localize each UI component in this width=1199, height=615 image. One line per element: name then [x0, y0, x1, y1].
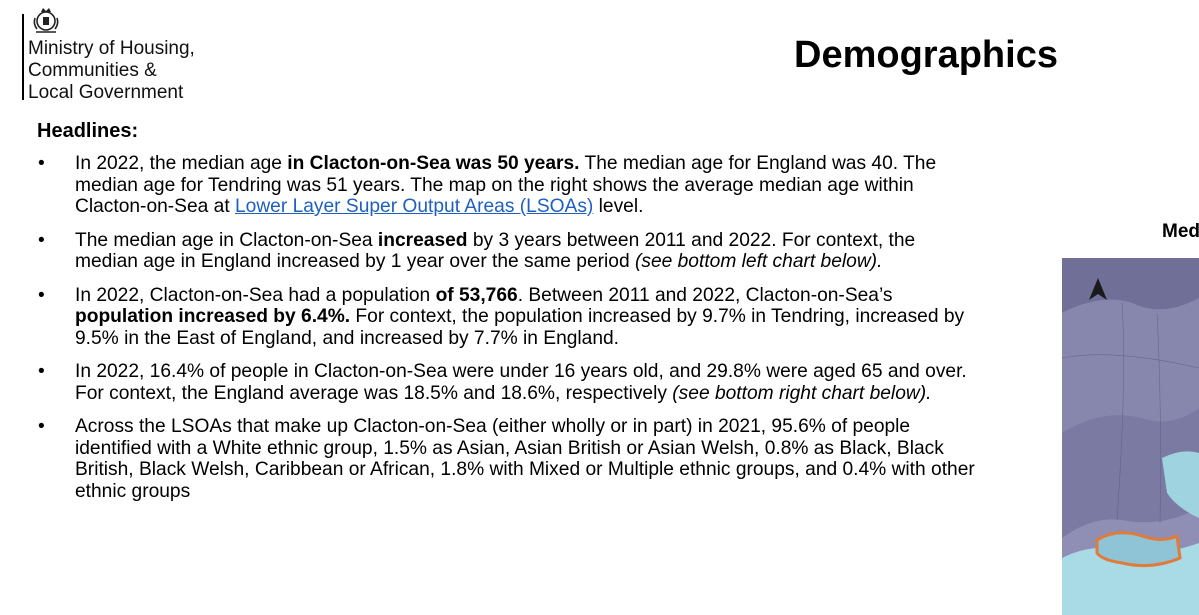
bullet-marker: • [38, 284, 45, 306]
north-arrow-icon [1089, 278, 1107, 300]
logo-divider [22, 14, 24, 100]
emphasis-italic: (see bottom left chart below). [634, 251, 883, 272]
headlines-list: • In 2022, the median age in Clacton-on-S… [37, 153, 1017, 514]
text-run: In 2022, Clacton-on-Sea had a population [75, 284, 436, 306]
department-name: Ministry of Housing, Communities & Local… [28, 38, 195, 104]
median-age-map-graphic [1062, 258, 1199, 615]
text-run: Across the LSOAs that make up Clacton-on… [75, 416, 975, 502]
map-boundary [1095, 531, 1182, 568]
text-run: In 2022, the median age [75, 153, 288, 174]
bullet-text: In 2022, the median age in Clacton-on-Se… [75, 153, 980, 218]
median-age-map[interactable] [1062, 258, 1199, 615]
headline-bullet: • In 2022, Clacton-on-Sea had a populatio… [37, 285, 1017, 350]
headlines-heading: Headlines: [37, 120, 139, 142]
text-run: For context, the population increased by… [75, 306, 965, 349]
bullet-marker: • [38, 416, 45, 437]
text-run: . Between 2011 and 2022, Clacton-on-Sea’… [517, 284, 893, 306]
map-region-younger [1162, 451, 1199, 518]
emphasis-bold: in Clacton-on-Sea was 50 years. [287, 153, 580, 174]
map-region-older [1062, 408, 1199, 538]
text-run: The median age in Clacton-on-Sea [75, 229, 378, 251]
bullet-text: In 2022, 16.4% of people in Clacton-on-S… [75, 361, 980, 404]
emphasis-bold: of 53,766 [435, 284, 518, 306]
headline-bullet: • In 2022, the median age in Clacton-on-S… [37, 153, 1017, 218]
emphasis-bold: increased [377, 229, 468, 251]
bullet-text: In 2022, Clacton-on-Sea had a population… [75, 285, 980, 350]
bullet-text: The median age in Clacton-on-Sea increas… [75, 230, 980, 273]
text-run: In 2022, 16.4% of people in Clacton-on-S… [75, 361, 967, 404]
bullet-marker: • [38, 229, 45, 251]
bullet-marker: • [38, 361, 45, 382]
headline-bullet: • Across the LSOAs that make up Clacton-o… [37, 416, 1017, 502]
lsoa-link[interactable]: Lower Layer Super Output Areas (LSOAs) [234, 196, 594, 217]
bullet-marker: • [38, 153, 45, 174]
emphasis-italic: (see bottom right chart below). [672, 382, 932, 404]
map-region-younger [1097, 532, 1180, 566]
royal-crest-icon [33, 8, 59, 33]
department-name-line: Communities & [28, 60, 157, 81]
headline-bullet: • The median age in Clacton-on-Sea increa… [37, 230, 1017, 273]
map-region-mid [1062, 298, 1199, 433]
map-region-older [1062, 258, 1199, 313]
bullet-text: Across the LSOAs that make up Clacton-on… [75, 416, 980, 502]
text-run: The median age for England was 40. The m… [75, 153, 937, 217]
text-run: by 3 years between 2011 and 2022. For co… [75, 229, 916, 273]
department-name-line: Local Government [28, 82, 184, 103]
text-run: level. [593, 196, 644, 217]
map-title: Med [1162, 221, 1199, 242]
emphasis-bold: population increased by 6.4%. [75, 306, 351, 327]
headline-bullet: • In 2022, 16.4% of people in Clacton-on-… [37, 361, 1017, 404]
department-logo: Ministry of Housing, Communities & Local… [22, 4, 222, 103]
department-name-line: Ministry of Housing, [28, 38, 195, 59]
page-title: Demographics [794, 34, 1058, 76]
